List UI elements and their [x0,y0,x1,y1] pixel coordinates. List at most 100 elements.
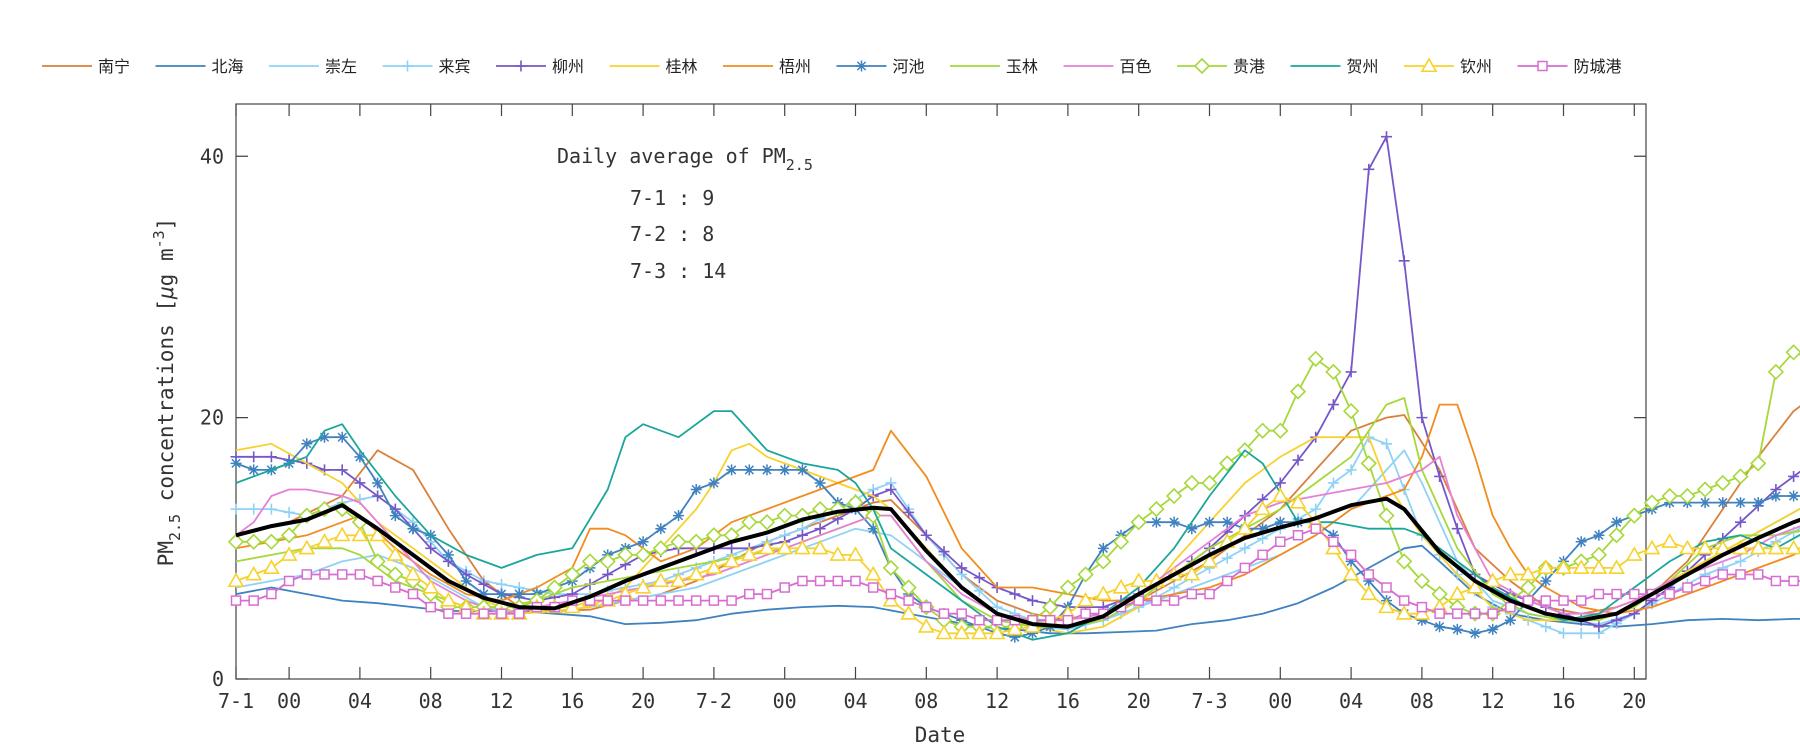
series-marker [956,562,968,574]
series-marker [1558,595,1569,606]
legend-label: 崇左 [325,57,357,76]
legend-item: 防城港 [1517,57,1622,76]
series-marker [389,510,401,522]
series-marker [354,569,366,580]
series-marker [974,614,985,626]
series-marker [1221,575,1233,587]
series-marker [776,507,793,524]
series-marker [265,451,277,463]
series-marker [1540,621,1552,633]
x-tick-label: 7-3 [1191,689,1227,713]
series-marker [867,523,879,535]
series-marker [938,608,950,619]
series-marker [369,526,386,542]
series-marker [245,565,263,581]
series-marker [1505,601,1516,613]
series-marker [794,539,811,555]
x-tick-label: 7-2 [696,689,732,713]
series-marker [1699,497,1711,509]
legend-label: 贺州 [1347,57,1379,76]
series-marker [1328,536,1339,548]
series-marker [372,477,384,489]
series-marker [991,601,1003,613]
series-marker [1239,542,1251,554]
series-marker [1416,412,1428,424]
series-marker [1345,464,1357,476]
series-marker [620,595,631,606]
series-line [235,405,1800,622]
legend-marker [1537,60,1548,72]
series-marker [425,601,436,613]
series-marker [1183,565,1201,581]
series-marker [1451,523,1463,535]
series-marker [971,624,988,640]
series-marker [850,575,861,587]
series-marker [1788,575,1799,587]
series-marker [301,438,313,450]
series-marker [1664,588,1675,600]
series-marker [1770,490,1782,502]
series-marker [1327,529,1339,541]
legend-item: 柳州 [496,57,584,76]
series-marker [832,575,844,587]
series-marker [1487,608,1498,619]
x-tick-label: 04 [348,689,372,713]
series-marker [1448,585,1466,601]
series-marker [687,565,705,581]
series-marker [1381,131,1392,143]
series-marker [319,431,330,443]
legend-item: 贵港 [1177,57,1265,76]
series-marker [1363,163,1375,175]
series-marker [1274,516,1286,528]
series-marker [973,572,985,584]
series-line [236,135,1800,628]
series-marker [1009,631,1021,643]
series-marker [903,506,915,518]
series-marker [372,575,383,587]
series-marker [283,506,295,518]
series-marker [1611,614,1623,626]
legend-item: 钦州 [1404,57,1492,76]
legend-label: 南宁 [98,57,130,76]
series-marker [1381,438,1392,450]
series-marker [1767,539,1785,555]
series-marker [811,539,829,555]
series-marker [1593,588,1605,600]
series-marker [1395,605,1413,620]
series-marker [354,451,366,463]
series-marker [708,477,720,489]
series-marker [1307,350,1324,367]
annotation-title: Daily average of PM2.5 [557,144,813,174]
legend-label: 防城港 [1574,57,1622,76]
series-marker [1696,539,1714,555]
series-marker [1484,572,1502,588]
series-marker [460,575,472,587]
series-marker [829,546,847,561]
series-marker [1274,477,1286,489]
series-marker [670,572,687,588]
series-marker [1750,455,1767,472]
series-marker [758,539,776,555]
series-marker [1271,487,1289,503]
series-marker [705,527,723,544]
series-marker [991,614,1003,626]
series-marker [563,598,581,614]
annotation-line-7-2: 7-2 : 8 [630,222,714,246]
legend-label: 河池 [893,57,925,76]
series-marker [1327,477,1339,489]
series-marker [1204,516,1215,528]
series-marker [1027,627,1038,639]
x-tick-label: 08 [1410,689,1434,713]
series-marker [301,569,313,580]
series-marker [652,572,670,588]
series-marker [1788,470,1800,482]
series-marker [442,549,454,561]
series-marker [1451,623,1463,635]
legend-marker [856,60,867,72]
series-marker [903,595,914,606]
series-marker [496,608,507,619]
series-marker [1679,539,1696,555]
series-marker [1165,487,1183,505]
series-marker [1112,578,1130,594]
series-marker [248,595,259,606]
